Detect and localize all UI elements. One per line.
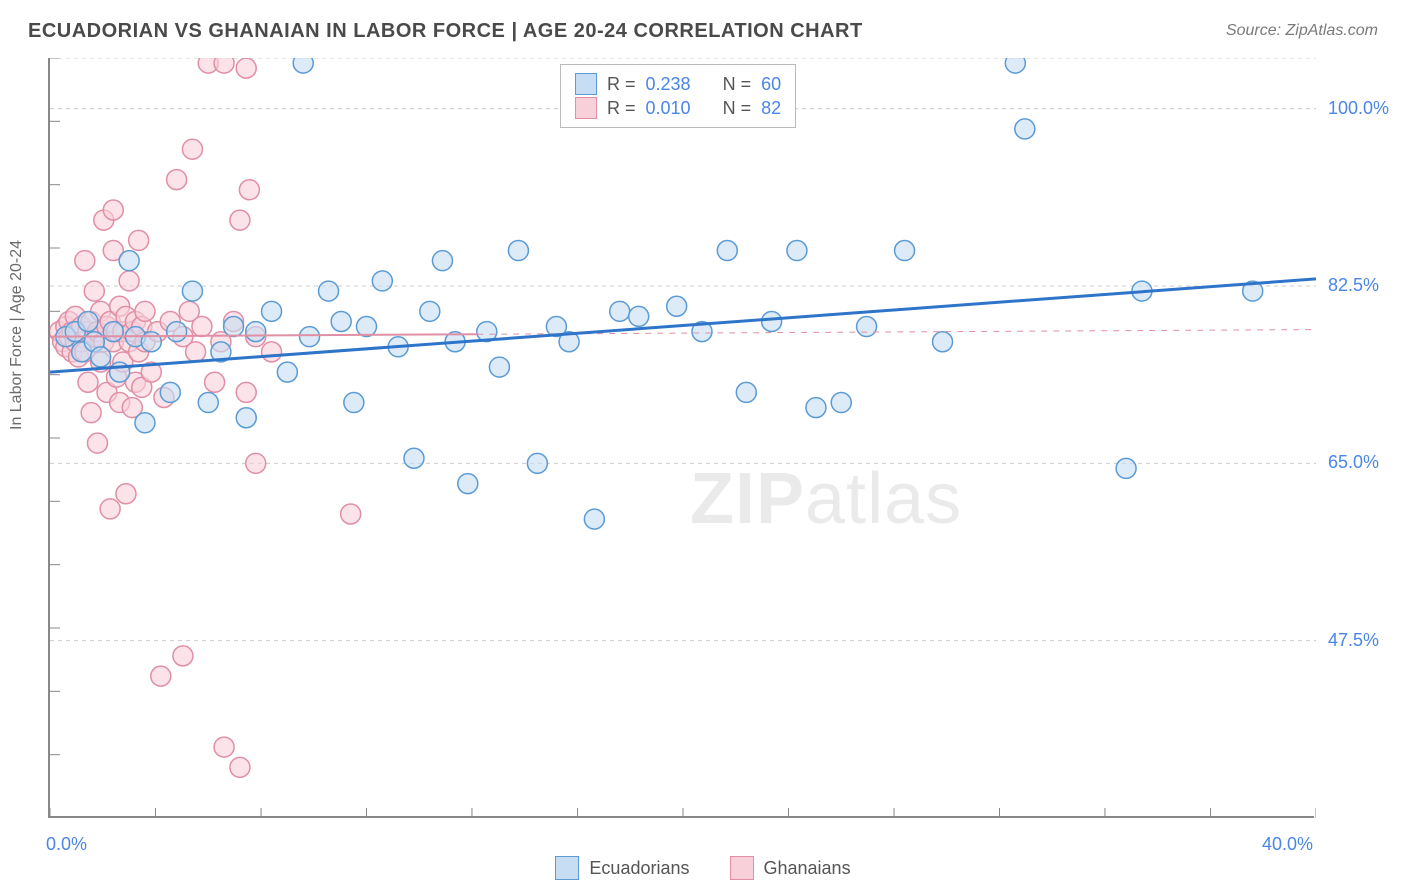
legend-label-ecuadorians: Ecuadorians [589, 858, 689, 879]
y-axis-label: In Labor Force | Age 20-24 [8, 240, 26, 430]
chart-source: Source: ZipAtlas.com [1226, 22, 1378, 40]
legend-label-ghanaians: Ghanaians [764, 858, 851, 879]
legend-n-value-ghanaians: 82 [761, 98, 781, 119]
legend-n-value-ecuadorians: 60 [761, 74, 781, 95]
swatch-ghanaians-icon [730, 856, 754, 880]
legend-n-label: N = [723, 98, 752, 119]
watermark-light: atlas [805, 459, 962, 539]
legend-r-value-ecuadorians: 0.238 [646, 74, 691, 95]
legend-stats-row-ecuadorians: R = 0.238 N = 60 [575, 73, 781, 95]
legend-r-label: R = [607, 74, 636, 95]
swatch-ecuadorians-icon [575, 73, 597, 95]
y-tick-label: 47.5% [1328, 630, 1379, 651]
legend-r-value-ghanaians: 0.010 [646, 98, 691, 119]
chart-container: ECUADORIAN VS GHANAIAN IN LABOR FORCE | … [0, 0, 1406, 892]
legend-r-label: R = [607, 98, 636, 119]
legend-series: Ecuadorians Ghanaians [0, 856, 1406, 880]
y-tick-label: 82.5% [1328, 275, 1379, 296]
x-tick-label: 40.0% [1262, 834, 1313, 855]
legend-item-ghanaians: Ghanaians [730, 856, 851, 880]
plot-svg [50, 58, 1316, 818]
watermark-bold: ZIP [690, 459, 805, 539]
legend-n-label: N = [723, 74, 752, 95]
y-tick-label: 100.0% [1328, 98, 1389, 119]
swatch-ecuadorians-icon [555, 856, 579, 880]
legend-stats-row-ghanaians: R = 0.010 N = 82 [575, 97, 781, 119]
watermark: ZIPatlas [690, 458, 962, 540]
legend-item-ecuadorians: Ecuadorians [555, 856, 689, 880]
swatch-ghanaians-icon [575, 97, 597, 119]
x-tick-label: 0.0% [46, 834, 87, 855]
plot-frame: ZIPatlas [48, 58, 1314, 818]
chart-title: ECUADORIAN VS GHANAIAN IN LABOR FORCE | … [28, 20, 863, 43]
y-tick-label: 65.0% [1328, 452, 1379, 473]
legend-stats: R = 0.238 N = 60 R = 0.010 N = 82 [560, 64, 796, 128]
